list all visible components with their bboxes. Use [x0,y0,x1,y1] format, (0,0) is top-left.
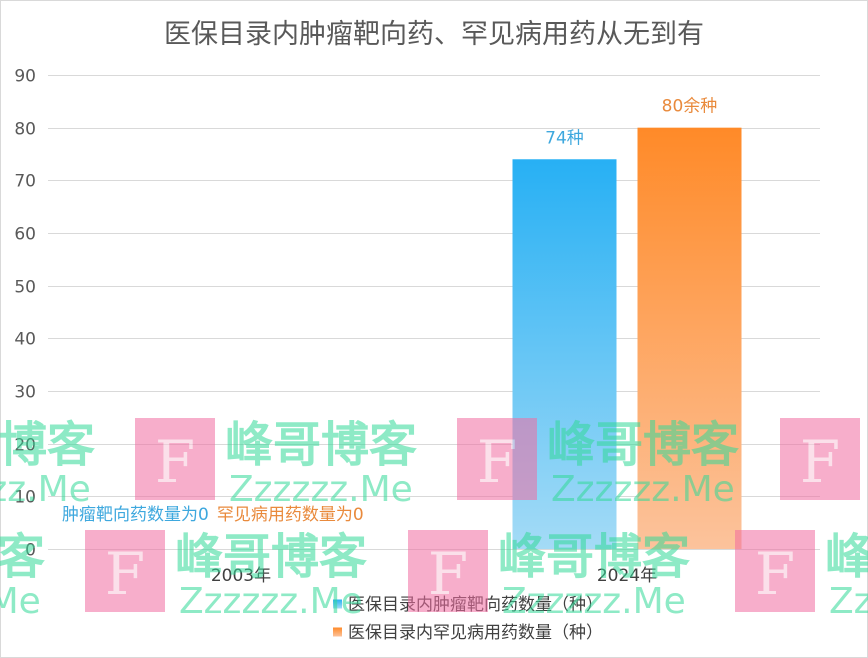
data-label: 74种 [545,128,584,148]
data-label: 80余种 [662,97,718,117]
y-axis: 0 10 20 30 40 50 60 70 80 90 [14,67,36,561]
legend-marker [333,627,342,637]
bar-series-2-category-2 [637,127,742,550]
y-tick-label: 40 [14,330,36,350]
legend-item: 医保目录内肿瘤靶向药数量（种） [333,595,603,615]
bar-series-1-category-2 [512,159,617,549]
y-tick-label: 20 [14,436,36,456]
legend-label: 医保目录内罕见病用药数量（种） [348,623,603,643]
y-tick-label: 30 [14,383,36,403]
data-labels: 肿瘤靶向药数量为0 罕见病用药数量为0 74种 80余种 [62,97,717,525]
data-label: 肿瘤靶向药数量为0 [62,505,209,525]
x-tick-label: 2003年 [211,566,271,586]
y-tick-label: 90 [14,67,36,87]
legend-marker [333,599,342,609]
y-tick-label: 60 [14,225,36,245]
chart-title: 医保目录内肿瘤靶向药、罕见病用药从无到有 [164,19,704,50]
y-tick-label: 50 [14,278,36,298]
legend-item: 医保目录内罕见病用药数量（种） [333,623,603,643]
data-label: 罕见病用药数量为0 [217,505,364,525]
x-axis: 2003年 2024年 [211,566,657,586]
y-tick-label: 80 [14,120,36,140]
y-tick-label: 0 [25,541,36,561]
y-tick-label: 10 [14,488,36,508]
x-tick-label: 2024年 [597,566,657,586]
legend-label: 医保目录内肿瘤靶向药数量（种） [348,595,603,615]
y-tick-label: 70 [14,172,36,192]
